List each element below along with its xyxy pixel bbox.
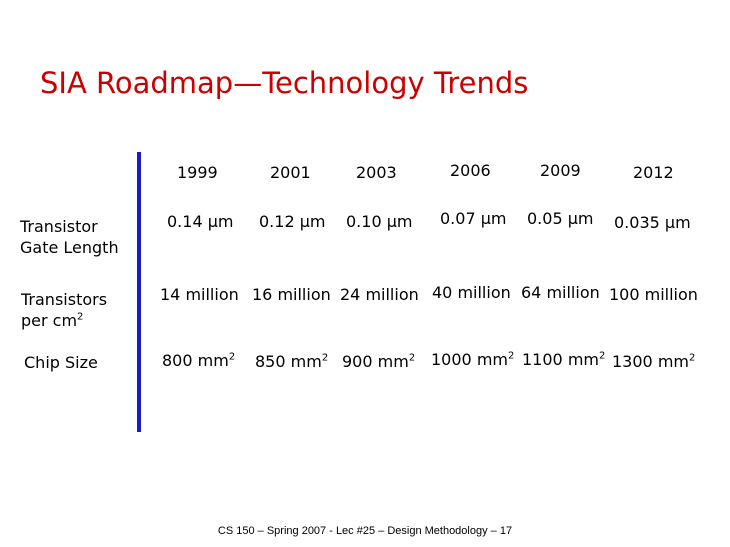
transistors-value: 100 million <box>609 285 698 304</box>
chip-size-value: 900 mm2 <box>342 352 416 371</box>
gate-length-value: 0.10 μm <box>346 212 413 231</box>
chip-size-value: 1100 mm2 <box>522 350 606 369</box>
year-header: 2006 <box>450 161 491 180</box>
gate-length-value: 0.05 μm <box>527 209 594 228</box>
row-label-transistors: Transistors per cm2 <box>21 290 108 330</box>
year-header: 2009 <box>540 161 581 180</box>
chip-size-value: 850 mm2 <box>255 352 329 371</box>
chip-size-value: 800 mm2 <box>162 351 236 370</box>
slide-title: SIA Roadmap—Technology Trends <box>40 66 529 100</box>
transistors-value: 40 million <box>432 283 511 302</box>
transistors-value: 64 million <box>521 283 600 302</box>
chip-size-value: 1300 mm2 <box>612 352 696 371</box>
transistors-value: 14 million <box>160 285 239 304</box>
transistors-value: 24 million <box>340 285 419 304</box>
gate-length-value: 0.07 μm <box>440 209 507 228</box>
row-label-gate-length: Transistor Gate Length <box>20 217 119 257</box>
transistors-value: 16 million <box>252 285 331 304</box>
gate-length-value: 0.035 μm <box>614 213 691 232</box>
gate-length-value: 0.14 μm <box>167 212 234 231</box>
year-header: 1999 <box>177 163 218 182</box>
slide-footer: CS 150 – Spring 2007 - Lec #25 – Design … <box>217 525 513 537</box>
year-header: 2012 <box>633 163 674 182</box>
gate-length-value: 0.12 μm <box>259 212 326 231</box>
year-header: 2003 <box>356 163 397 182</box>
chip-size-value: 1000 mm2 <box>431 350 515 369</box>
row-label-chip-size: Chip Size <box>24 353 98 372</box>
table-divider <box>137 152 141 432</box>
year-header: 2001 <box>270 163 311 182</box>
